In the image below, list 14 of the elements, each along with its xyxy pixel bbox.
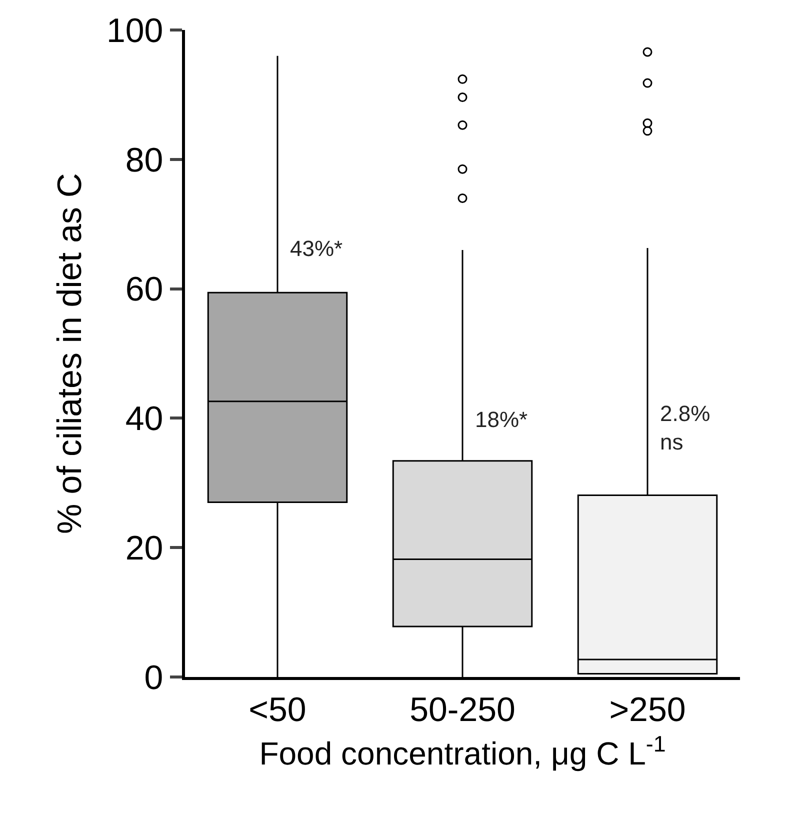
y-axis-title: % of ciliates in diet as C <box>51 173 90 534</box>
annotation: 18%* <box>475 407 528 432</box>
x-axis-title: Food concentration, μg C L$^{-1}$ <box>259 731 666 772</box>
y-tick-label: 100 <box>106 12 164 50</box>
y-tick-label: 0 <box>144 658 164 697</box>
y-tick-label: 40 <box>125 400 164 438</box>
x-tick-label: 50-250 <box>410 690 516 729</box>
x-tick-label: >250 <box>609 690 686 729</box>
annotation: 43%* <box>290 236 344 261</box>
y-tick-label: 20 <box>125 530 164 568</box>
y-tick-label: 80 <box>125 141 164 180</box>
y-tick-label: 60 <box>125 270 164 309</box>
annotation: 2.8% ns <box>660 401 710 455</box>
x-tick-label: <50 <box>248 690 306 729</box>
